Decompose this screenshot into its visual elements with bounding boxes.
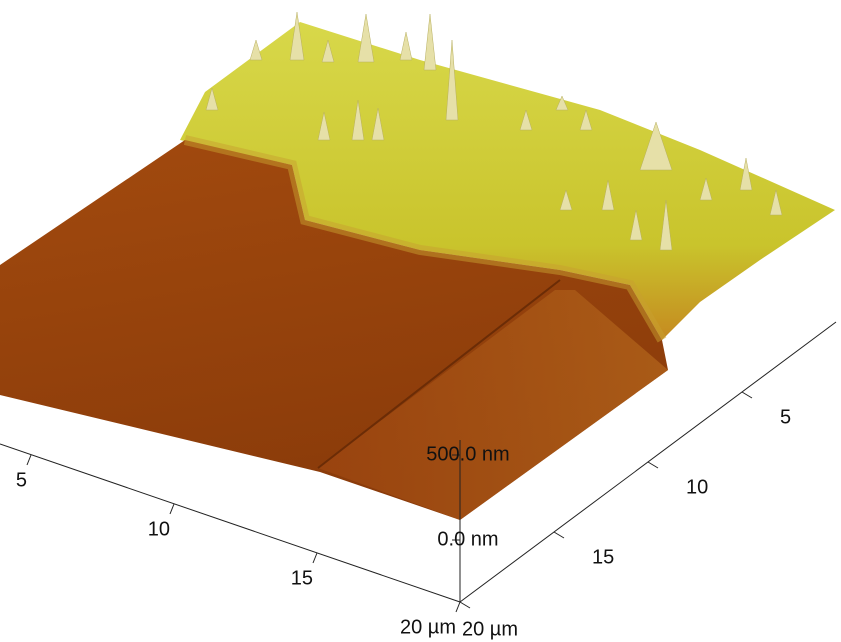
y-tick — [460, 602, 470, 608]
x-tick — [170, 504, 174, 514]
x-tick-label: 10 — [148, 518, 170, 540]
y-tick — [742, 392, 752, 398]
surface-plot: 5 10 15 20 µm 5 10 15 20 µm 0.0 nm 500.0 nm — [0, 0, 841, 642]
x-tick — [456, 602, 460, 612]
y-tick-label: 10 — [686, 476, 708, 498]
x-tick-label: 5 — [16, 469, 27, 491]
y-tick-label: 15 — [592, 546, 614, 568]
x-tick-label: 15 — [291, 567, 313, 589]
x-tick — [313, 553, 317, 563]
y-tick-label: 20 µm — [462, 618, 518, 640]
y-tick — [554, 532, 564, 538]
z-tick-label: 500.0 nm — [426, 443, 509, 465]
x-tick-label: 20 µm — [400, 616, 456, 638]
y-tick — [648, 462, 658, 468]
y-tick-label: 5 — [780, 406, 791, 428]
z-tick-label: 0.0 nm — [437, 528, 498, 550]
x-tick — [27, 455, 31, 465]
surface — [0, 12, 835, 520]
